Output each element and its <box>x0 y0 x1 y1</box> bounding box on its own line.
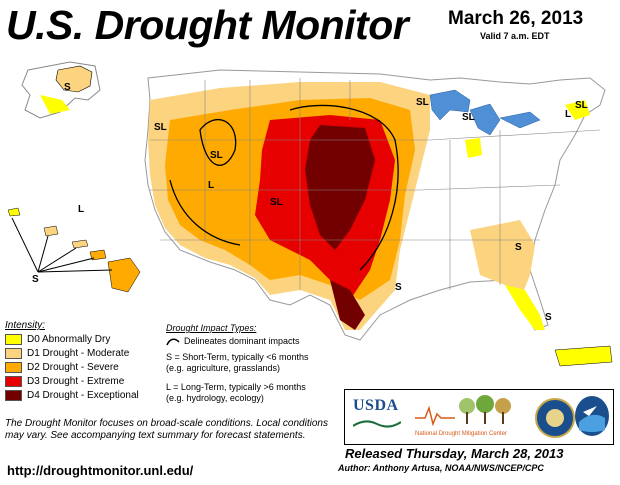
impact-boundaries <box>169 104 399 271</box>
usda-logo: USDA <box>352 397 402 428</box>
impact-long-term-example: (e.g. hydrology, ecology) <box>166 393 264 403</box>
ndmc-name-line1: National <box>415 431 438 437</box>
impact-short-term: S = Short-Term, typically <6 months <box>166 352 309 362</box>
map-label-l: L <box>208 180 214 191</box>
legend-swatch-d4 <box>5 390 22 401</box>
impact-line-icon <box>166 338 180 345</box>
usda-hills-icon <box>352 420 402 428</box>
valid-time: Valid 7 a.m. EDT <box>480 31 550 41</box>
map-label-sl: SL <box>575 100 588 111</box>
map-label-sl: SL <box>416 97 429 108</box>
legend-swatch-d1 <box>5 348 22 359</box>
usda-logo-text: USDA <box>353 397 399 414</box>
legend-swatch-d3 <box>5 376 22 387</box>
state-boundaries <box>150 78 601 290</box>
intensity-legend-title: Intensity: <box>5 320 46 331</box>
legend-item-d3: D3 Drought - Extreme <box>5 375 124 388</box>
alaska-map: S <box>21 61 101 119</box>
impact-short-term-example: (e.g. agriculture, grasslands) <box>166 363 281 373</box>
map-label-l: L <box>565 109 571 120</box>
ndmc-trees-icon <box>415 395 511 427</box>
ndmc-logo: National Drought Mitigation Center <box>415 394 525 440</box>
map-label-s: S <box>515 242 522 253</box>
map-label-hawaii-s: S <box>32 274 39 285</box>
map-label-sl: SL <box>462 112 475 123</box>
legend-label-d0: D0 Abnormally Dry <box>27 334 111 345</box>
impact-line-item: Delineates dominant impacts <box>166 336 300 347</box>
map-label-sl: SL <box>154 122 167 133</box>
map-label-s: S <box>545 312 552 323</box>
legend-item-d4: D4 Drought - Exceptional <box>5 389 139 402</box>
legend-label-d3: D3 Drought - Extreme <box>27 376 125 387</box>
map-label-s: S <box>395 282 402 293</box>
legend-swatch-d0 <box>5 334 22 345</box>
map-title: U.S. Drought Monitor <box>6 2 409 48</box>
release-date: Released Thursday, March 28, 2013 <box>345 446 564 461</box>
legend-item-d2: D2 Drought - Severe <box>5 361 119 374</box>
map-label-s: S <box>64 82 71 93</box>
legend-item-d1: D1 Drought - Moderate <box>5 347 129 360</box>
legend-label-d1: D1 Drought - Moderate <box>27 348 130 359</box>
map-label-hawaii-l: L <box>78 204 84 215</box>
impact-long-term: L = Long-Term, typically >6 months <box>166 382 306 392</box>
legend-swatch-d2 <box>5 362 22 373</box>
puerto-rico-map <box>554 345 613 367</box>
impact-line-label: Delineates dominant impacts <box>184 336 300 346</box>
doc-seal-icon <box>535 398 575 438</box>
noaa-logo-icon <box>575 396 609 436</box>
disclaimer-note: The Drought Monitor focuses on broad-sca… <box>5 418 328 441</box>
great-lakes <box>429 89 541 136</box>
impact-types-title: Drought Impact Types: <box>166 323 257 333</box>
hawaii-pointer-lines <box>11 217 113 273</box>
legend-item-d0: D0 Abnormally Dry <box>5 333 110 346</box>
author-credit: Author: Anthony Artusa, NOAA/NWS/NCEP/CP… <box>338 463 544 473</box>
noaa-bird-icon <box>579 406 605 432</box>
map-label-sl: SL <box>270 197 283 208</box>
map-date: March 26, 2013 <box>448 8 584 29</box>
legend-label-d2: D2 Drought - Severe <box>27 362 119 373</box>
website-link[interactable]: http://droughtmonitor.unl.edu/ <box>7 463 194 478</box>
hawaii-map: S L <box>7 204 141 293</box>
ndmc-name-line2: Drought Mitigation Center <box>438 431 508 437</box>
agency-logos: USDA National Drought Mitigation Center <box>344 389 614 445</box>
drought-map: S <box>7 61 613 367</box>
legend-label-d4: D4 Drought - Exceptional <box>27 390 139 401</box>
map-label-sl: SL <box>210 150 223 161</box>
